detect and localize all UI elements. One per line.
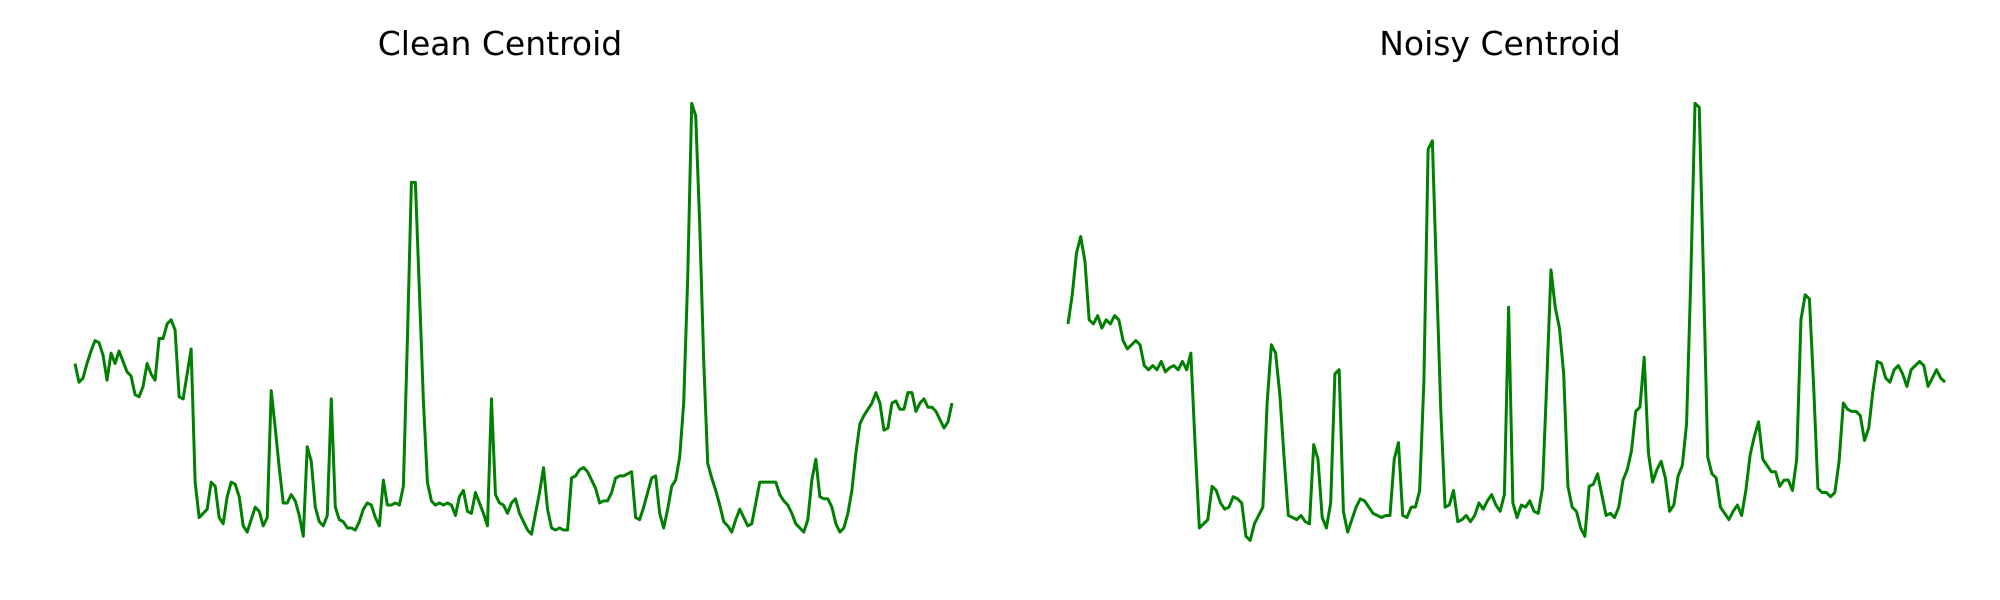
series-line xyxy=(1066,101,1947,542)
chart-title: Noisy Centroid xyxy=(1379,24,1621,63)
series-line xyxy=(73,101,954,538)
chart-title: Clean Centroid xyxy=(377,24,623,63)
clean-centroid-chart: Clean Centroid xyxy=(73,24,954,538)
chart-plot-area xyxy=(73,101,954,538)
chart-plot-area xyxy=(1066,101,1947,542)
noisy-centroid-chart: Noisy Centroid xyxy=(1000,0,2000,600)
